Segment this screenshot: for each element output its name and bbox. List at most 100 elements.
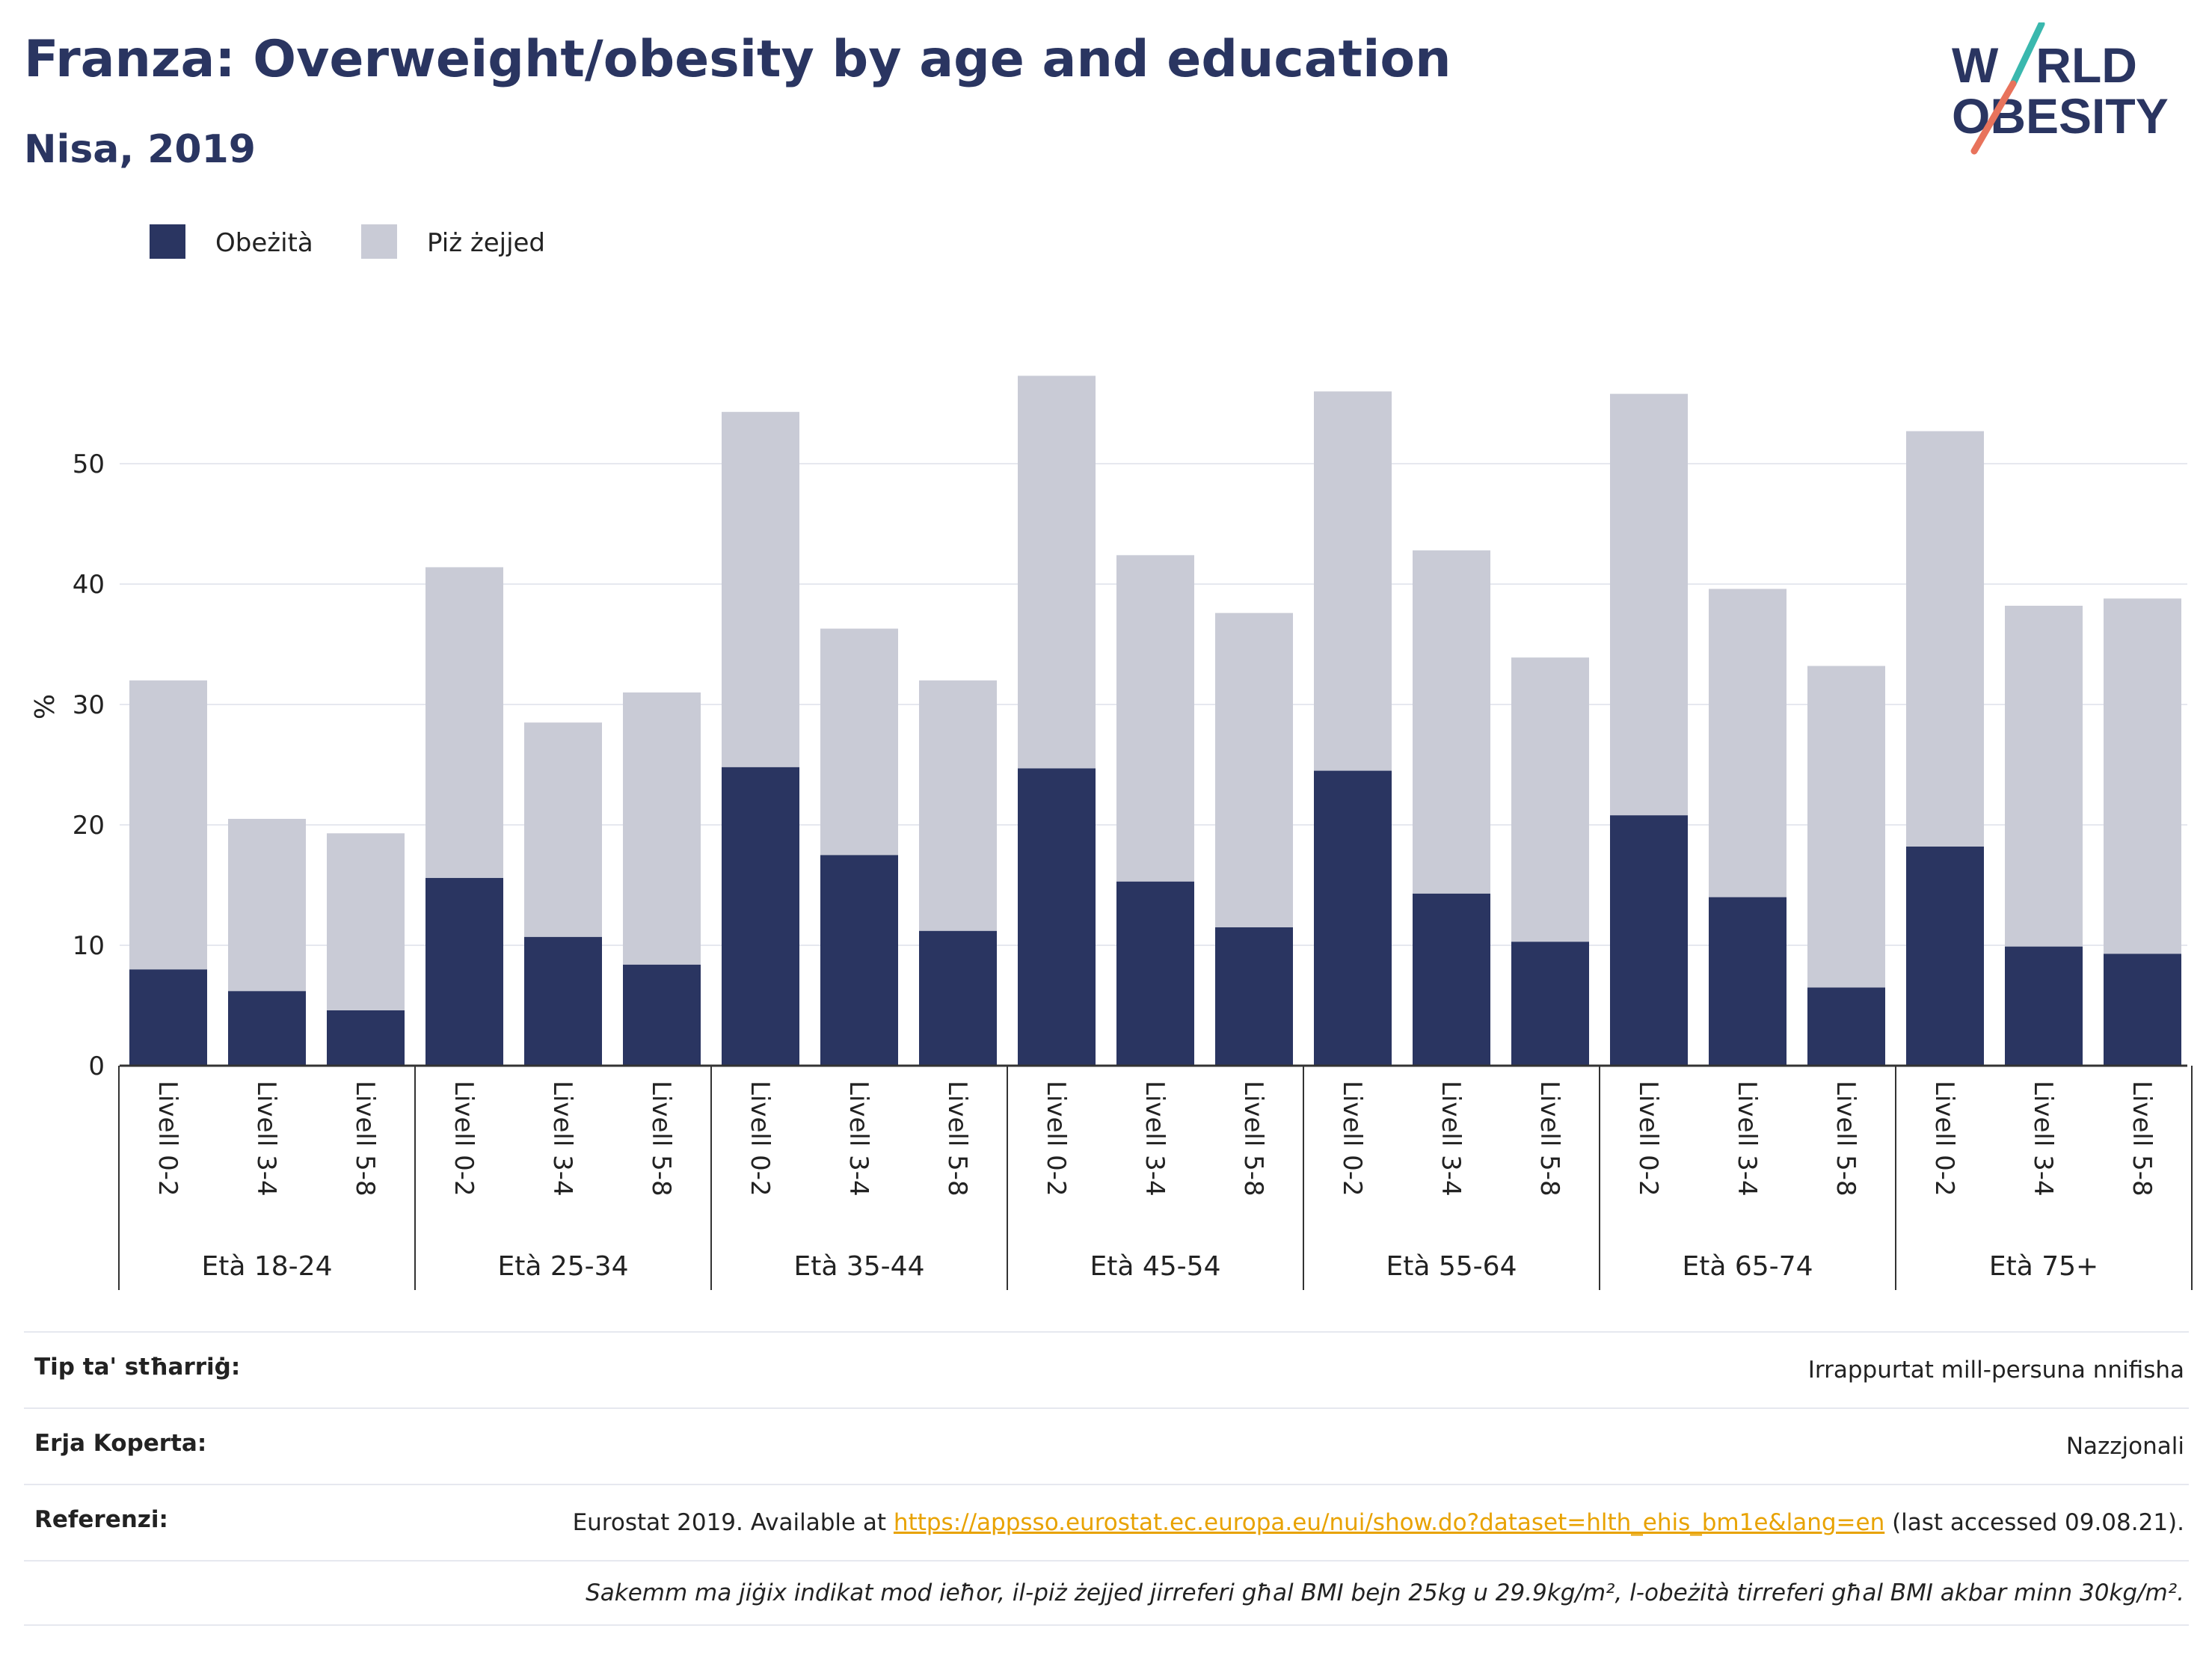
x-subcategory-label: Livell 3-4 xyxy=(251,1081,281,1197)
x-group-label: Età 65-74 xyxy=(1683,1251,1813,1282)
bar-segment xyxy=(1413,550,1490,894)
bar-segment xyxy=(1116,881,1194,1066)
page-title: Franza: Overweight/obesity by age and ed… xyxy=(24,30,1451,89)
bar-segment xyxy=(524,722,602,937)
y-tick-label: 10 xyxy=(73,931,105,961)
x-subcategory-label: Livell 0-2 xyxy=(1337,1081,1367,1197)
svg-text:OBESITY: OBESITY xyxy=(1952,88,2169,144)
bar-segment xyxy=(1906,431,1984,847)
bar-segment xyxy=(1018,375,1096,769)
x-subcategory-label: Livell 5-8 xyxy=(1534,1081,1564,1197)
chart-bars xyxy=(129,375,2181,1066)
definition-note: Sakemm ma jiġix indikat mod ieħor, il-pi… xyxy=(24,1560,2189,1626)
bar-segment xyxy=(425,567,503,878)
bar-segment xyxy=(1018,768,1096,1066)
bar-segment xyxy=(1610,815,1688,1066)
bar-segment xyxy=(327,1010,405,1066)
chart-axes: 0 10 20 30 40 50% Livell 0-2 Livell 3-4 Livell 5… xyxy=(30,449,2193,1290)
x-subcategory-label: Livell 5-8 xyxy=(2127,1081,2157,1197)
bar-segment xyxy=(1314,770,1392,1066)
bar-segment xyxy=(1709,897,1787,1066)
info-row-area-covered: Erja Koperta: Nazzjonali xyxy=(24,1407,2189,1484)
bar-segment xyxy=(722,767,799,1066)
bar-segment xyxy=(623,964,701,1066)
bar-segment xyxy=(1511,942,1589,1066)
legend-label: Obeżità xyxy=(215,228,313,258)
info-row-survey-type: Tip ta' stħarriġ: Irrappurtat mill-persu… xyxy=(24,1331,2189,1407)
bar-segment xyxy=(129,969,207,1066)
logo-slash-bottom xyxy=(1970,80,2017,155)
x-subcategory-label: Livell 3-4 xyxy=(844,1081,873,1197)
x-group-label: Età 25-34 xyxy=(498,1251,629,1282)
bar-segment xyxy=(1116,555,1194,882)
y-axis-label: % xyxy=(30,694,61,719)
x-group-label: Età 55-64 xyxy=(1386,1251,1517,1282)
x-group-label: Età 35-44 xyxy=(794,1251,925,1282)
bar-segment xyxy=(228,818,306,992)
bar-segment xyxy=(327,833,405,1010)
survey-type-value: Irrappurtat mill-persuna nnifisha xyxy=(1807,1357,2184,1384)
x-subcategory-label: Livell 0-2 xyxy=(1929,1081,1959,1197)
info-row-references: Referenzi: Eurostat 2019. Available at h… xyxy=(24,1484,2189,1560)
y-tick-label: 30 xyxy=(73,690,105,720)
info-table: Tip ta' stħarriġ: Irrappurtat mill-persu… xyxy=(24,1331,2189,1626)
area-covered-value: Nazzjonali xyxy=(2065,1433,2184,1460)
logo-w: W xyxy=(1952,37,1999,93)
x-subcategory-label: Livell 5-8 xyxy=(1238,1081,1268,1197)
bar-segment xyxy=(228,991,306,1066)
references-label: Referenzi: xyxy=(34,1506,168,1533)
world-obesity-logo: W RLD OBESITY xyxy=(1952,22,2169,155)
x-subcategory-label: Livell 0-2 xyxy=(1633,1081,1663,1197)
references-value: Eurostat 2019. Available at https://apps… xyxy=(573,1506,2189,1539)
x-subcategory-label: Livell 0-2 xyxy=(153,1081,182,1197)
bar-segment xyxy=(919,930,997,1066)
logo-rld: RLD xyxy=(2036,37,2137,93)
x-group-label: Età 45-54 xyxy=(1090,1251,1221,1282)
bar-segment xyxy=(1906,846,1984,1066)
survey-type-label: Tip ta' stħarriġ: xyxy=(34,1354,241,1381)
x-subcategory-label: Livell 3-4 xyxy=(547,1081,577,1197)
x-subcategory-label: Livell 5-8 xyxy=(350,1081,380,1197)
x-subcategory-label: Livell 5-8 xyxy=(942,1081,972,1197)
x-subcategory-label: Livell 3-4 xyxy=(1140,1081,1170,1197)
chart-legend: Obeżità Piż żejjed xyxy=(150,224,545,259)
x-subcategory-label: Livell 0-2 xyxy=(1041,1081,1071,1197)
bar-segment xyxy=(1314,391,1392,771)
logo-besity: BESITY xyxy=(1990,88,2168,144)
bar-segment xyxy=(2104,954,2181,1066)
x-subcategory-label: Livell 0-2 xyxy=(449,1081,479,1197)
bar-segment xyxy=(1215,927,1293,1066)
reference-suffix: (last accessed 09.08.21). xyxy=(1884,1509,2184,1536)
bar-segment xyxy=(2104,598,2181,954)
logo-slash-top xyxy=(2009,22,2045,87)
x-subcategory-label: Livell 5-8 xyxy=(646,1081,676,1197)
x-subcategory-label: Livell 0-2 xyxy=(745,1081,775,1197)
bar-segment xyxy=(1413,893,1490,1066)
bar-segment xyxy=(1511,657,1589,942)
bar-segment xyxy=(1807,987,1885,1066)
bar-segment xyxy=(1807,666,1885,988)
legend-swatch xyxy=(361,224,397,259)
stacked-bar-chart: Obeżità Piż żejjed 0 10 20 30 40 50% Livell 0-2… xyxy=(30,224,2193,1290)
area-covered-label: Erja Koperta: xyxy=(34,1430,207,1457)
bar-segment xyxy=(524,936,602,1066)
bar-segment xyxy=(2005,946,2083,1066)
bar-segment xyxy=(820,855,898,1066)
bar-segment xyxy=(919,680,997,931)
y-tick-label: 50 xyxy=(73,449,105,479)
legend-label: Piż żejjed xyxy=(427,228,545,258)
x-subcategory-label: Livell 3-4 xyxy=(1436,1081,1466,1197)
x-group-label: Età 18-24 xyxy=(202,1251,333,1282)
y-tick-label: 40 xyxy=(73,570,105,600)
reference-link[interactable]: https://appsso.eurostat.ec.europa.eu/nui… xyxy=(893,1509,1885,1536)
bar-segment xyxy=(1610,393,1688,816)
bar-segment xyxy=(722,411,799,767)
bar-segment xyxy=(2005,605,2083,947)
y-tick-label: 0 xyxy=(88,1051,105,1081)
bar-segment xyxy=(425,877,503,1066)
legend-swatch xyxy=(150,224,185,259)
x-subcategory-label: Livell 3-4 xyxy=(1732,1081,1762,1197)
bar-segment xyxy=(820,628,898,856)
x-subcategory-label: Livell 3-4 xyxy=(2028,1081,2058,1197)
